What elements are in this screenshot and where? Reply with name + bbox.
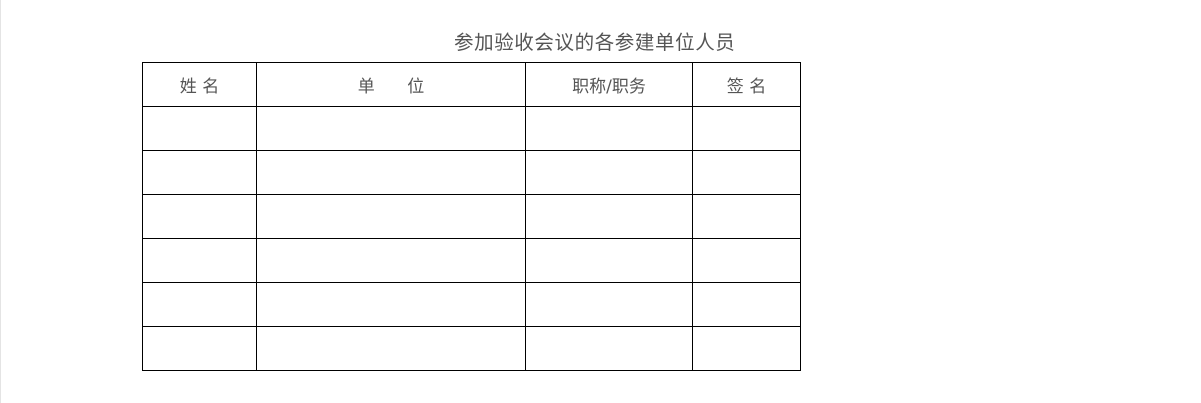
cell-name [142,282,257,327]
table-row [142,150,801,195]
cell-name [142,150,257,195]
table-row [142,194,801,239]
cell-unit [256,106,526,151]
table-row [142,238,801,283]
header-name: 姓 名 [142,62,257,107]
cell-unit [256,326,526,371]
cell-name [142,326,257,371]
cell-signature [692,238,801,283]
cell-name [142,106,257,151]
document-title: 参加验收会议的各参建单位人员 [454,31,736,54]
cell-signature [692,106,801,151]
cell-title-position [525,150,693,195]
header-signature: 签 名 [692,62,801,107]
table-header-row: 姓 名 单 位 职称/职务 签 名 [142,62,801,107]
cell-name [142,194,257,239]
table-row [142,282,801,327]
table-row [142,326,801,371]
cell-title-position [525,326,693,371]
cell-unit [256,238,526,283]
cell-signature [692,282,801,327]
cell-title-position [525,282,693,327]
cell-signature [692,150,801,195]
cell-unit [256,282,526,327]
cell-unit [256,194,526,239]
cell-signature [692,194,801,239]
header-unit: 单 位 [256,62,526,107]
cell-title-position [525,194,693,239]
cell-title-position [525,238,693,283]
cell-name [142,238,257,283]
cell-title-position [525,106,693,151]
attendee-table: 姓 名 单 位 职称/职务 签 名 [142,62,801,371]
cell-signature [692,326,801,371]
header-title-position: 职称/职务 [525,62,693,107]
table-row [142,106,801,151]
cell-unit [256,150,526,195]
